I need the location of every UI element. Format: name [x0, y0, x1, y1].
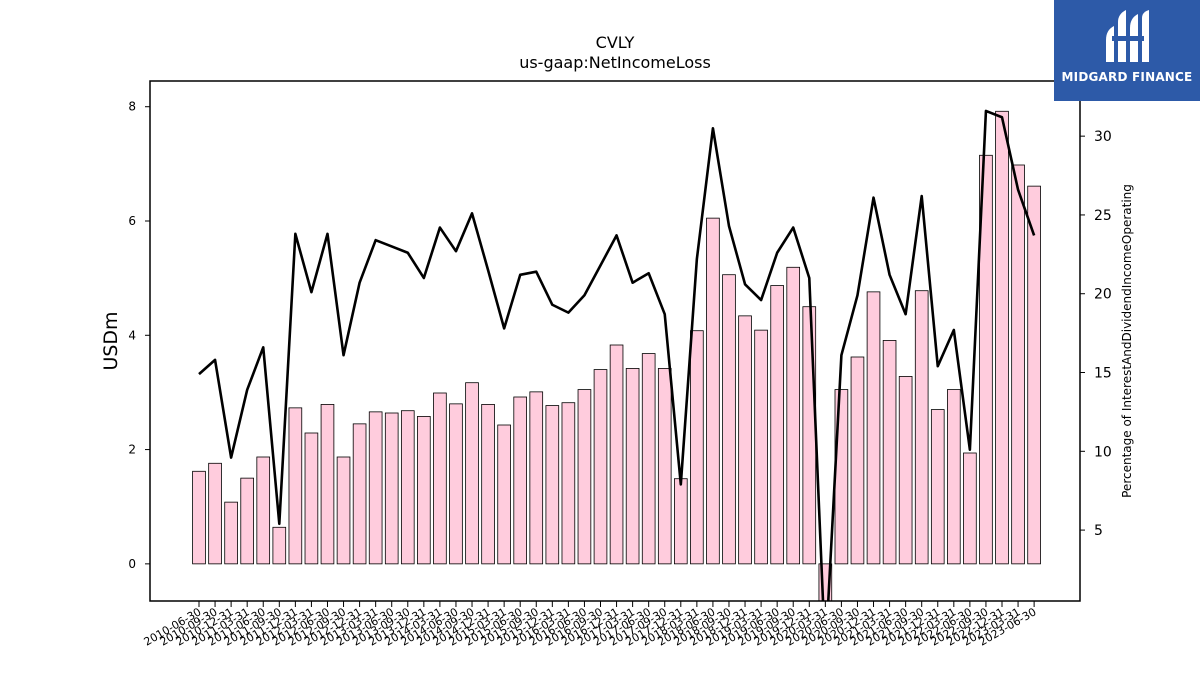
bar-2022-09-30	[979, 154, 993, 565]
bar-2017-12-31	[674, 478, 688, 565]
y-left-tick-label: 8	[128, 100, 136, 114]
y-axis-left: 0 2 4 6 8	[128, 100, 150, 571]
bar-2018-09-30	[722, 274, 736, 565]
bar-2016-06-30	[577, 389, 592, 565]
bar-2021-03-31	[882, 340, 897, 565]
midgard-logo-icon	[1106, 10, 1149, 62]
bar-2016-03-31	[561, 402, 576, 565]
bar-2019-12-31	[802, 306, 817, 565]
bar-2017-06-30	[641, 353, 656, 565]
bar-2016-09-30	[593, 369, 608, 565]
bar-2023-03-31	[1011, 164, 1025, 565]
bar-2011-12-31	[288, 407, 303, 565]
bar-2017-03-31	[625, 368, 640, 565]
line-percentage-of-interest-income	[198, 109, 1036, 601]
bar-2017-09-30	[657, 368, 672, 565]
y-right-tick-label: 5	[1094, 523, 1103, 539]
y-axis-right-label: Percentage of InterestAndDividendIncomeO…	[1120, 184, 1134, 498]
bar-2019-09-30	[786, 266, 801, 565]
y-right-tick-label: 25	[1094, 208, 1112, 224]
bar-2019-06-30	[770, 285, 784, 565]
chart-subtitle: us-gaap:NetIncomeLoss	[519, 53, 711, 72]
bar-2018-12-31	[738, 315, 752, 565]
bar-2010-09-30	[208, 462, 222, 565]
bar-2016-12-31	[609, 344, 624, 565]
bar-2012-12-31	[352, 423, 367, 565]
chart-title: CVLY	[596, 33, 635, 52]
bar-2013-12-31	[417, 416, 431, 565]
bar-2021-09-30	[914, 290, 929, 565]
bar-2011-09-30	[272, 526, 287, 565]
plot-frame	[149, 80, 1081, 602]
bar-2011-06-30	[256, 456, 271, 565]
bar-2014-06-30	[449, 403, 463, 565]
y-axis-left-label: USDm	[100, 311, 122, 370]
y-left-tick-label: 6	[128, 214, 136, 228]
bar-2010-06-30	[192, 470, 206, 565]
y-right-tick-label: 30	[1094, 129, 1112, 145]
bar-2018-03-31	[690, 330, 704, 565]
y-left-tick-label: 2	[128, 443, 136, 457]
bar-2023-06-30	[1027, 185, 1041, 565]
bar-2012-03-31	[304, 432, 319, 565]
bar-2014-03-31	[433, 392, 447, 565]
y-axis-right: 5 10 15 20 25 30	[1080, 129, 1112, 539]
bar-2015-12-31	[545, 405, 560, 565]
bar-2020-09-30	[850, 356, 865, 565]
bar-2022-06-30	[963, 452, 977, 565]
bar-2015-06-30	[513, 396, 527, 565]
bar-2022-03-31	[947, 389, 961, 565]
bar-2014-12-31	[481, 404, 495, 565]
y-left-tick-label: 0	[128, 557, 136, 571]
bar-2015-09-30	[529, 391, 544, 565]
bar-2019-03-31	[754, 329, 768, 565]
bar-2011-03-31	[240, 477, 254, 565]
brand-logo: MIDGARD FINANCE	[1054, 0, 1200, 101]
bar-2021-06-30	[898, 376, 913, 565]
bar-2015-03-31	[497, 424, 511, 565]
bar-series	[192, 110, 1041, 601]
bar-2020-12-31	[866, 291, 881, 565]
bar-2012-06-30	[320, 404, 335, 565]
bar-2021-12-31	[930, 409, 945, 565]
bar-2013-06-30	[384, 412, 399, 565]
bar-2012-09-30	[336, 456, 351, 565]
bar-2010-12-31	[224, 501, 238, 565]
y-right-tick-label: 15	[1094, 366, 1112, 382]
bar-2018-06-30	[706, 217, 720, 565]
line-series	[198, 109, 1036, 601]
x-axis: 2010-06-302010-09-302010-12-312011-03-31…	[142, 601, 1039, 649]
bar-2013-03-31	[368, 411, 383, 565]
bar-2014-09-30	[465, 382, 479, 565]
bar-2022-12-31	[995, 110, 1009, 565]
y-right-tick-label: 10	[1094, 444, 1112, 460]
y-right-tick-label: 20	[1094, 287, 1112, 303]
bar-2013-09-30	[400, 410, 415, 565]
brand-name: MIDGARD FINANCE	[1061, 70, 1193, 84]
y-left-tick-label: 4	[128, 328, 136, 342]
